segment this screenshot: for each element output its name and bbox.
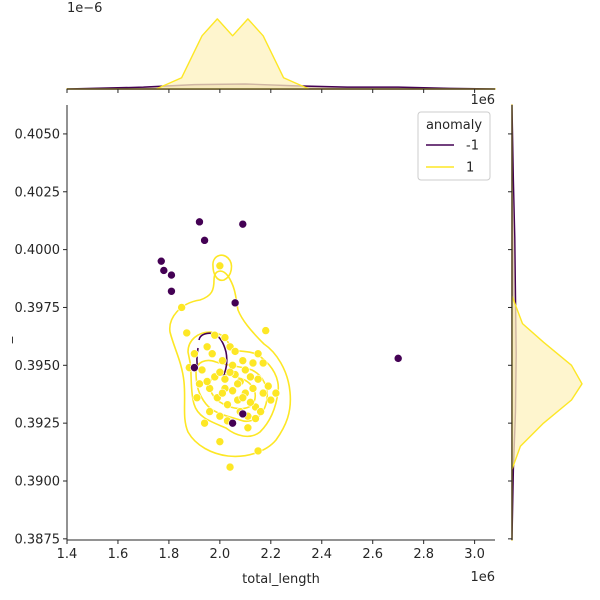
- scatter-point-normal: [177, 303, 186, 312]
- scatter-point-anomaly: [195, 217, 204, 227]
- y-tick-label: 0.3950: [15, 359, 61, 374]
- scatter-point-normal: [253, 374, 263, 384]
- scatter-point-anomaly: [159, 266, 169, 275]
- x-tick-label: 2.4: [311, 547, 332, 562]
- scatter-point-anomaly: [238, 409, 248, 419]
- y-axis-ticks: 0.3875 0.3900 0.3925 0.3950 0.3975 0.4000 0.40…: [15, 127, 67, 547]
- scatter-point-anomaly: [200, 236, 209, 245]
- scatter-point-anomaly: [228, 418, 237, 428]
- scatter-point-normal: [230, 347, 240, 356]
- scatter-point-normal: [271, 388, 281, 398]
- x-tick-label: 2.0: [210, 547, 231, 562]
- x-tick-label: 1.6: [108, 547, 129, 562]
- scatter-point-normal: [200, 418, 209, 428]
- x-tick-label: 2.2: [260, 547, 281, 562]
- top-kde-normal: [66, 18, 496, 90]
- scatter-point-normal: [202, 342, 212, 352]
- scatter-point-normal: [243, 423, 253, 433]
- scatter-point-anomaly: [156, 256, 166, 266]
- scatter-point-normal: [228, 386, 237, 396]
- scatter-point-normal: [251, 414, 260, 423]
- scatter-point-anomaly: [167, 270, 176, 280]
- y-tick-label: 0.4025: [15, 185, 61, 200]
- legend-label: -1: [466, 139, 479, 154]
- scatter-point-normal: [215, 367, 225, 377]
- scatter-point-normal: [225, 367, 235, 377]
- scatter-point-normal: [248, 358, 258, 368]
- y-tick-label: 0.3975: [15, 301, 61, 316]
- scatter-point-normal: [218, 388, 227, 398]
- scatter-point-anomaly: [393, 354, 403, 363]
- y-axis-label: _: [0, 336, 14, 344]
- legend-title: anomaly: [426, 118, 482, 133]
- scatter-point-normal: [182, 328, 192, 338]
- scatter-point-normal: [192, 393, 202, 402]
- x-tick-label: 1.4: [57, 547, 78, 562]
- top-offset-label: 1e−6: [67, 1, 102, 16]
- scatter-point-normal: [246, 398, 255, 407]
- scatter-point-normal: [248, 384, 258, 393]
- contour-outer-1: [169, 270, 292, 458]
- scatter-point-normal: [253, 349, 263, 359]
- y-tick-label: 0.4050: [15, 127, 61, 142]
- scatter-point-normal: [215, 261, 225, 271]
- y-tick-label: 0.3925: [15, 417, 61, 432]
- scatter-point-normal: [253, 446, 263, 456]
- scatter-point-normal: [263, 381, 273, 391]
- scatter-point-normal: [197, 365, 207, 375]
- scatter-point-normal: [225, 462, 235, 472]
- scatter-point-normal: [258, 388, 268, 398]
- scatter-point-normal: [190, 349, 199, 359]
- legend-label: 1: [466, 161, 474, 176]
- scatter-point-normal: [238, 393, 248, 402]
- scatter-point-normal: [205, 407, 214, 416]
- x-tick-label: 1.8: [159, 547, 180, 562]
- scatter-point-anomaly: [167, 286, 176, 296]
- scatter-points: [156, 217, 403, 472]
- scatter-point-normal: [266, 395, 276, 405]
- scatter-point-normal: [195, 379, 204, 389]
- scatter-point-normal: [238, 356, 248, 365]
- x-axis-label: total_length: [242, 572, 320, 587]
- legend: anomaly -1 1: [417, 111, 491, 181]
- scatter-point-normal: [215, 437, 225, 446]
- x-axis-ticks: 1.4 1.6 1.8 2.0 2.2 2.4 2.6 2.8 3.0: [57, 540, 485, 562]
- scatter-point-normal: [202, 377, 212, 386]
- y-tick-label: 0.4000: [15, 243, 61, 258]
- scatter-point-anomaly: [238, 219, 248, 229]
- x-tick-label: 2.8: [413, 547, 434, 562]
- scatter-point-normal: [241, 365, 250, 375]
- scatter-point-normal: [233, 379, 242, 389]
- x-tick-label: 2.6: [362, 547, 383, 562]
- right-kde-normal: [511, 104, 583, 541]
- joint-axes: 1.4 1.6 1.8 2.0 2.2 2.4 2.6 2.8 3.0 0.3875 0.3900…: [0, 93, 495, 587]
- right-marginal-kde: [508, 104, 583, 541]
- y-tick-label: 0.3875: [15, 532, 61, 547]
- scatter-point-normal: [215, 411, 225, 421]
- scatter-point-normal: [258, 358, 268, 368]
- contour-island-1: [212, 254, 233, 282]
- scatter-point-normal: [207, 349, 217, 359]
- y-tick-label: 0.3900: [15, 474, 61, 489]
- scatter-point-normal: [246, 372, 255, 382]
- x-tick-label: 3.0: [464, 547, 485, 562]
- scatter-point-normal: [223, 400, 232, 409]
- scatter-point-normal: [261, 326, 271, 335]
- scatter-point-normal: [256, 407, 265, 416]
- top-marginal-kde: 1e−6: [66, 1, 496, 93]
- scatter-point-normal: [218, 356, 227, 365]
- legend-box: [417, 111, 491, 181]
- scatter-point-normal: [210, 330, 220, 340]
- scatter-point-anomaly: [230, 298, 240, 308]
- scatter-point-normal: [220, 333, 230, 342]
- y-offset-label: 1e6: [470, 93, 495, 108]
- x-offset-label: 1e6: [470, 570, 495, 585]
- contour-inner-1: [195, 359, 268, 422]
- scatter-point-anomaly: [190, 363, 199, 372]
- scatter-point-normal: [220, 374, 230, 384]
